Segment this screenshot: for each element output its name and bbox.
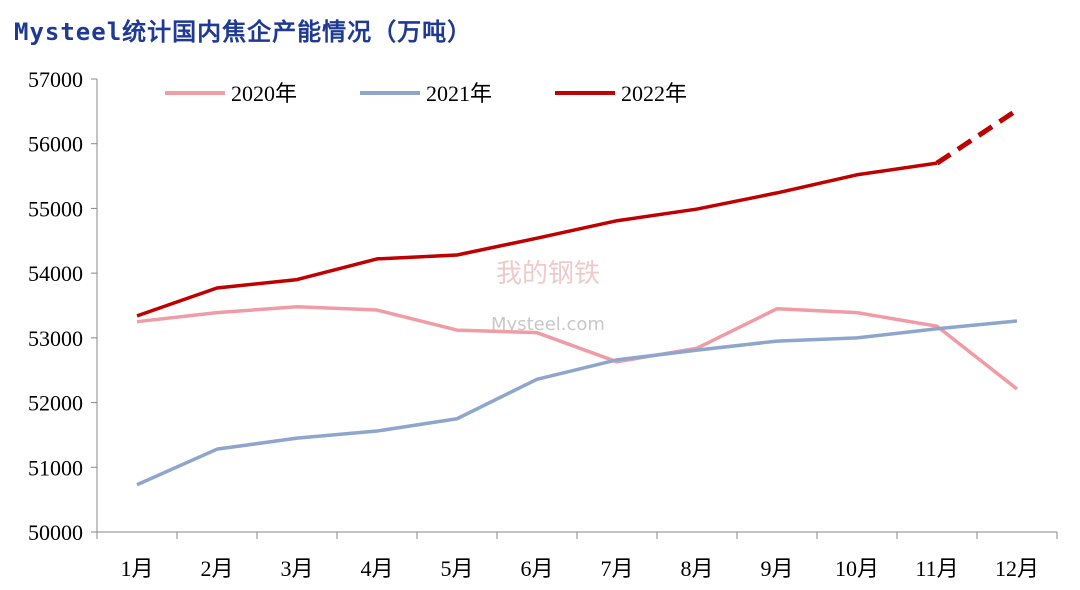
x-tick-label: 10月 xyxy=(835,556,879,581)
x-tick-label: 4月 xyxy=(360,556,393,581)
y-tick-label: 53000 xyxy=(28,326,83,351)
y-tick-label: 56000 xyxy=(28,132,83,157)
series-line-2020年 xyxy=(136,305,1019,391)
watermark-text: Mysteel.com xyxy=(491,314,605,335)
legend-label: 2022年 xyxy=(621,81,687,106)
legend-label: 2021年 xyxy=(426,81,492,106)
series-line-2022年 xyxy=(136,161,938,318)
legend-label: 2020年 xyxy=(231,81,297,106)
y-tick-label: 54000 xyxy=(28,261,83,286)
y-tick-label: 52000 xyxy=(28,391,83,416)
chart-title: Mysteel统计国内焦企产能情况（万吨） xyxy=(14,18,473,46)
y-tick-label: 55000 xyxy=(28,196,83,221)
x-tick-label: 5月 xyxy=(440,556,473,581)
x-tick-label: 7月 xyxy=(600,556,633,581)
x-tick-label: 11月 xyxy=(915,556,958,581)
watermark-logo: 我的钢铁 xyxy=(496,259,600,289)
x-tick-label: 12月 xyxy=(995,556,1039,581)
x-tick-label: 3月 xyxy=(280,556,313,581)
x-tick-label: 8月 xyxy=(680,556,713,581)
x-tick-label: 2月 xyxy=(200,556,233,581)
x-tick-label: 1月 xyxy=(120,556,153,581)
y-tick-label: 57000 xyxy=(28,67,83,92)
series-dashed-line-2022年 xyxy=(935,107,1019,166)
x-tick-label: 6月 xyxy=(520,556,553,581)
y-tick-label: 50000 xyxy=(28,520,83,545)
series-line-2021年 xyxy=(136,319,1018,487)
y-tick-label: 51000 xyxy=(28,455,83,480)
x-tick-label: 9月 xyxy=(760,556,793,581)
